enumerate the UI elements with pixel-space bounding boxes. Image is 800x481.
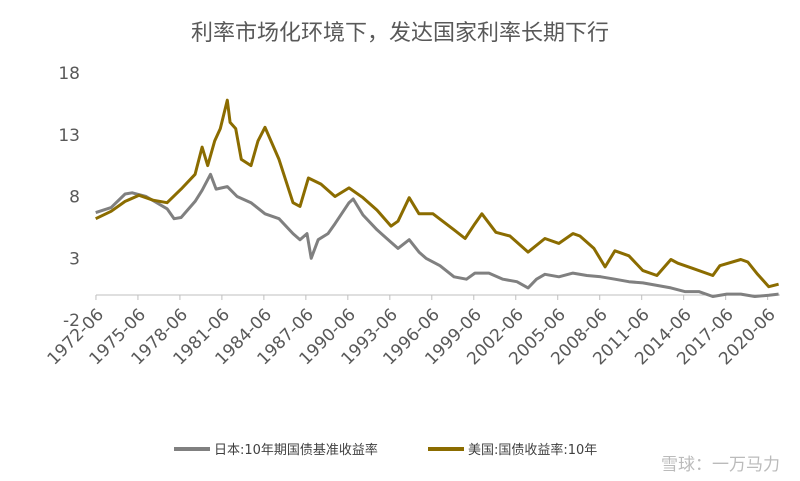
series-line-us xyxy=(95,98,779,289)
legend-label-japan: 日本:10年期国债基准收益率 xyxy=(214,442,378,458)
y-tick-label: 3 xyxy=(69,249,80,269)
y-axis-ticks: -2 3 8 13 18 xyxy=(58,64,80,331)
chart-title: 利率市场化环境下，发达国家利率长期下行 xyxy=(191,21,609,46)
y-tick-label: 8 xyxy=(69,188,80,208)
y-tick-label: -2 xyxy=(63,311,80,331)
legend: 日本:10年期国债基准收益率 美国:国债收益率:10年 xyxy=(174,442,597,458)
y-tick-label: 13 xyxy=(58,126,80,146)
legend-label-us: 美国:国债收益率:10年 xyxy=(468,442,597,458)
chart-series xyxy=(95,98,779,298)
series-line-japan xyxy=(95,172,779,298)
y-tick-label: 18 xyxy=(58,64,80,84)
x-axis-tick-marks xyxy=(95,295,769,300)
watermark-text: 雪球：一万马力 xyxy=(661,455,780,475)
x-axis-tick-labels: 1972-061975-061978-061981-061984-061987-… xyxy=(44,305,780,369)
